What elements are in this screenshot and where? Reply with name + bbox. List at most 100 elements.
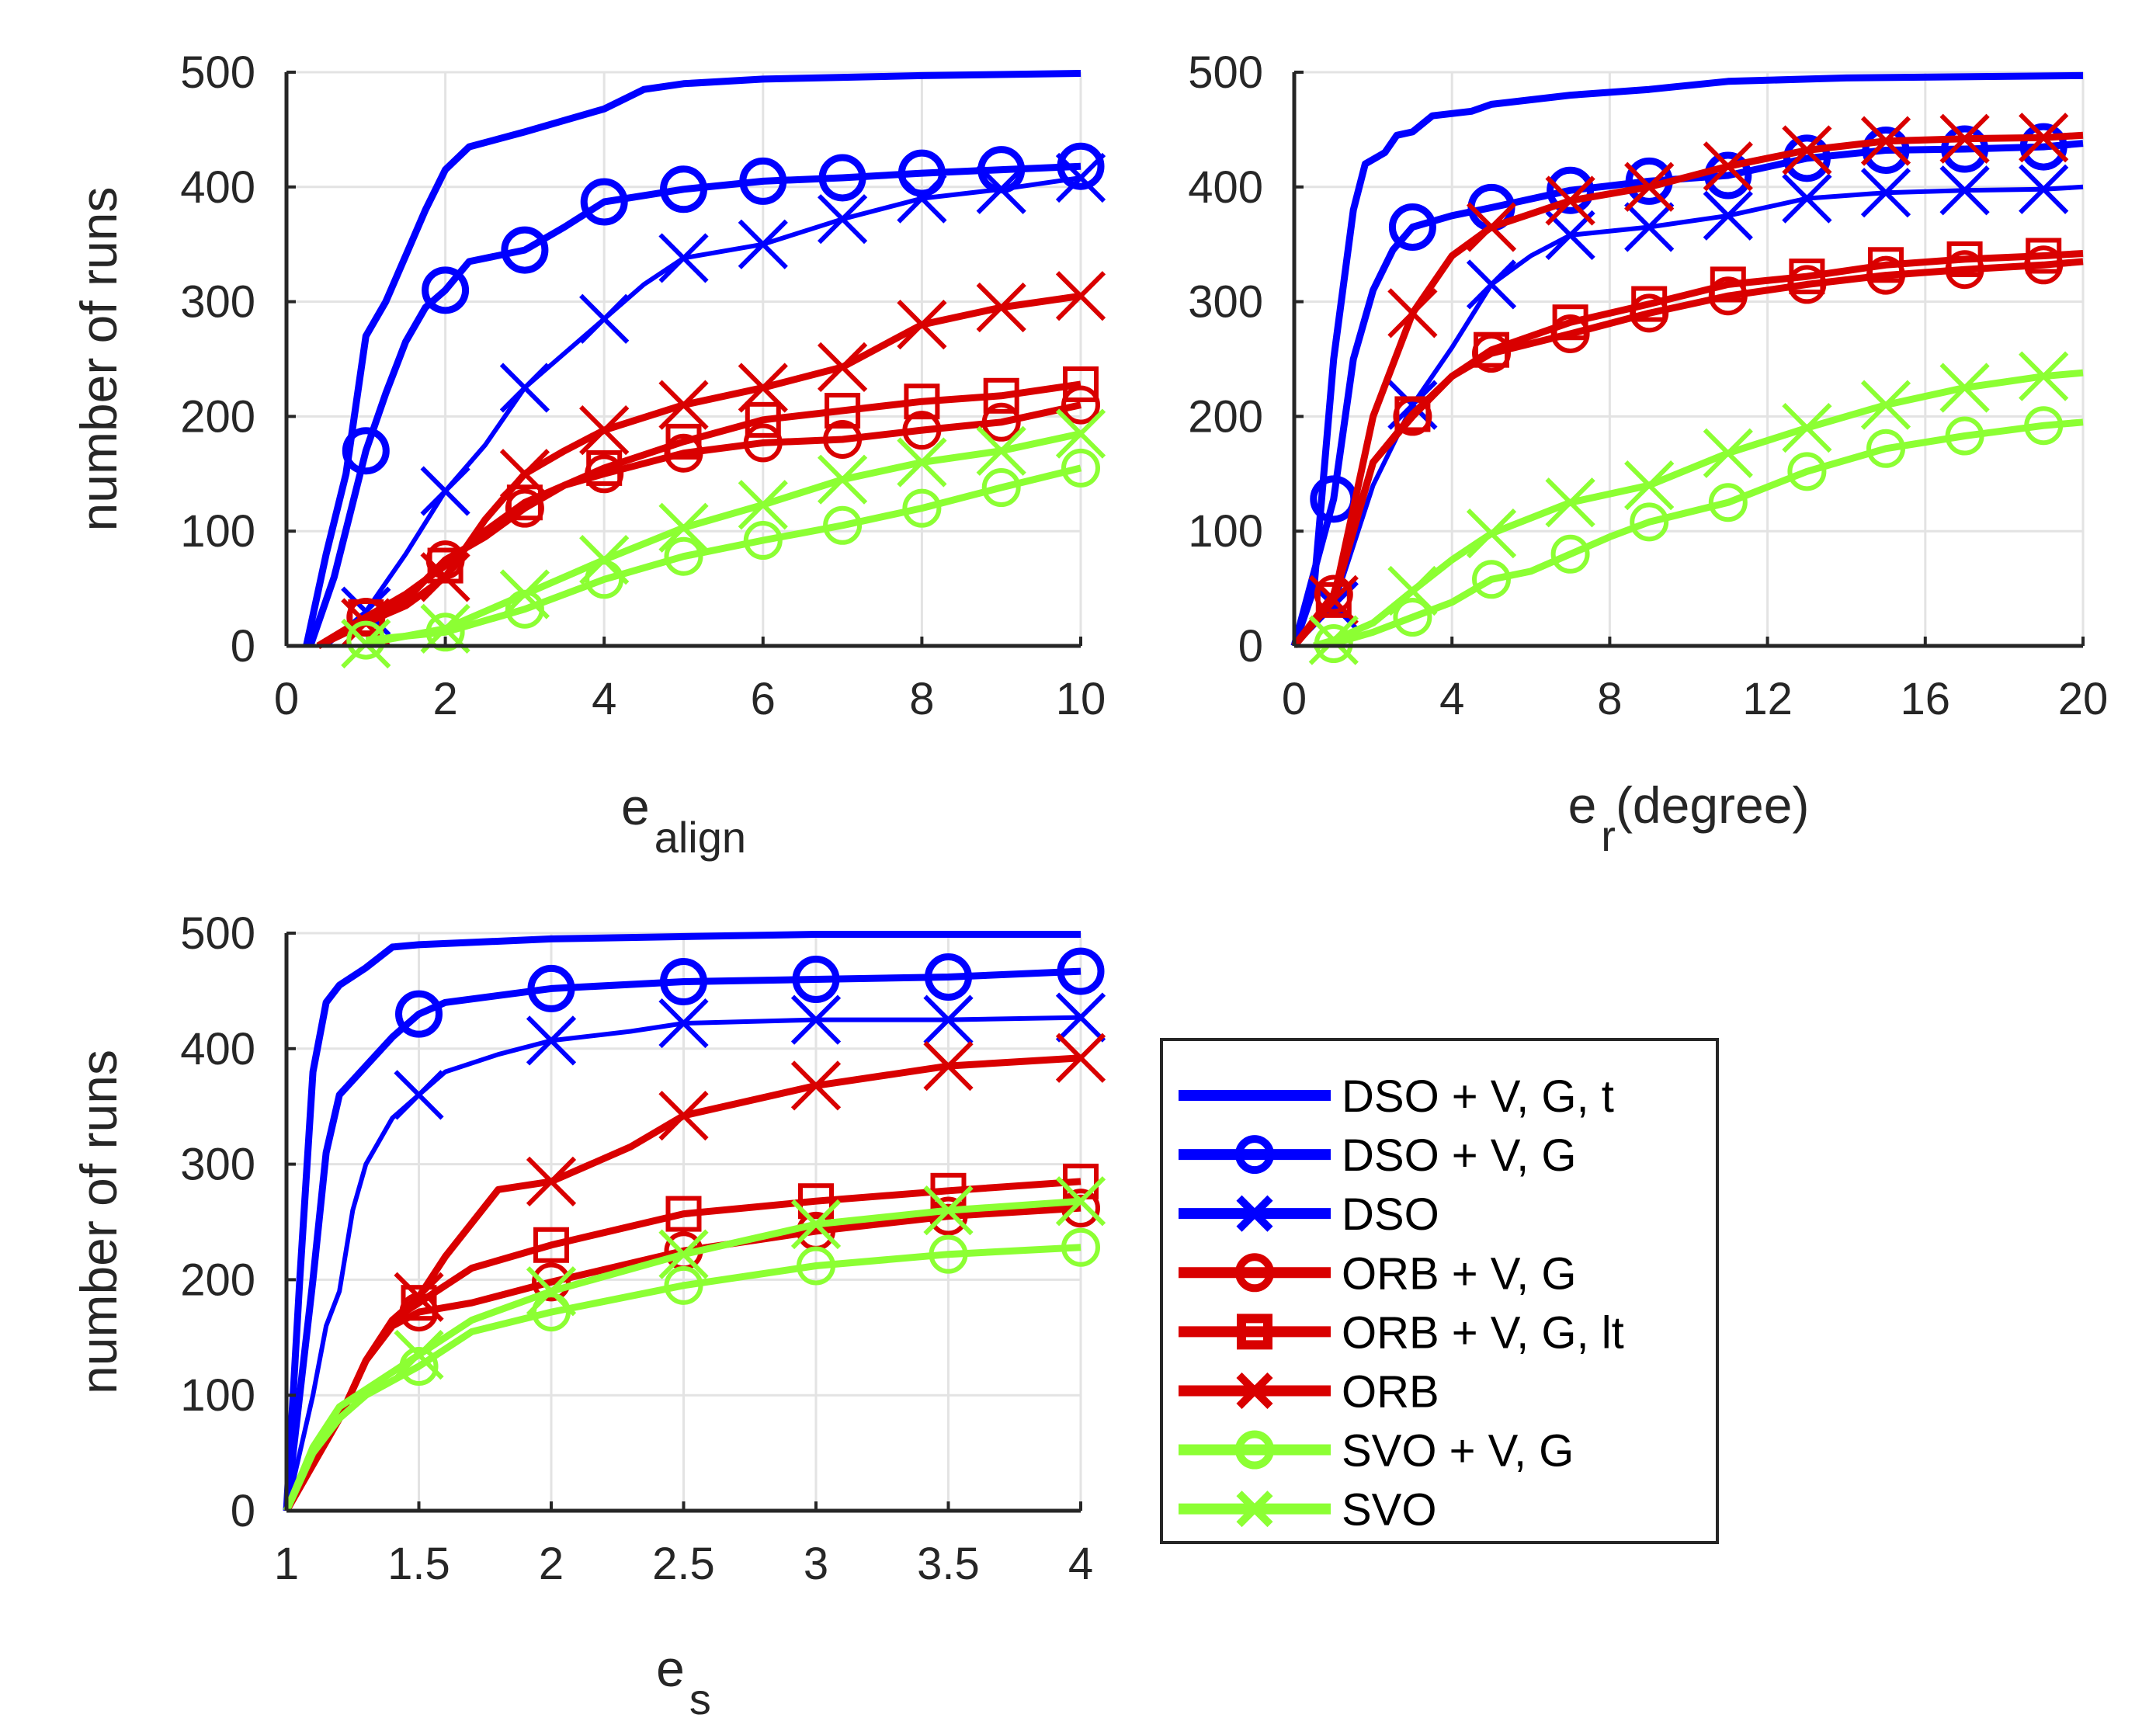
data-point-marker — [1703, 428, 1753, 478]
data-point-marker — [1939, 363, 1990, 413]
x-tick-label: 3 — [804, 1539, 828, 1589]
data-point-marker — [1545, 477, 1595, 528]
y-tick-label: 400 — [180, 1024, 255, 1074]
data-point-marker — [1862, 127, 1910, 175]
data-point-marker — [665, 1196, 702, 1232]
legend-marker-x-icon — [1236, 1491, 1273, 1528]
legend: DSO + V, G, t DSO + V, G DSO ORB + V, G ORB … — [1160, 1038, 1719, 1544]
x-tick-label: 2.5 — [652, 1539, 715, 1589]
legend-marker-x-icon — [1236, 1372, 1273, 1409]
x-tick-label: 20 — [2058, 674, 2109, 724]
data-point-marker — [579, 293, 630, 344]
data-point-marker — [817, 454, 868, 505]
x-axis-label: es — [656, 1640, 711, 1723]
data-point-marker — [1466, 259, 1517, 310]
legend-label: ORB + V, G — [1342, 1248, 1577, 1299]
data-point-marker — [579, 535, 630, 585]
legend-label: DSO + V, G — [1342, 1130, 1577, 1181]
y-tick-label: 200 — [180, 391, 255, 442]
data-point-marker — [797, 1246, 835, 1286]
data-point-marker — [1055, 1033, 1106, 1083]
data-point-marker — [2019, 164, 2069, 214]
y-tick-label: 200 — [180, 1255, 255, 1305]
x-axis-label: er(degree) — [1568, 776, 1810, 860]
plot-area — [1294, 72, 2083, 646]
x-tick-label: 16 — [1901, 674, 1951, 724]
series-dso-v-g — [1290, 123, 2084, 647]
legend-item: DSO + V, G — [1179, 1130, 1577, 1181]
data-point-marker — [1308, 574, 1359, 626]
data-point-marker — [825, 393, 861, 429]
y-tick-label: 500 — [1188, 47, 1263, 98]
data-point-marker — [790, 1060, 842, 1111]
data-point-marker — [1552, 304, 1588, 341]
data-point-marker — [902, 411, 942, 450]
data-point-marker — [664, 536, 703, 576]
legend-label: SVO — [1342, 1485, 1437, 1536]
series-svo — [283, 1176, 1106, 1512]
data-point-marker — [930, 1172, 967, 1209]
data-point-marker — [420, 552, 470, 602]
data-point-marker — [923, 994, 974, 1045]
data-point-marker — [1474, 331, 1509, 368]
series-line — [283, 1197, 1081, 1512]
data-point-marker — [394, 1329, 444, 1380]
data-point-marker — [665, 423, 702, 460]
legend-item: SVO + V, G — [1179, 1426, 1574, 1477]
series-line — [1291, 250, 2084, 648]
data-point-marker — [586, 449, 623, 486]
legend-label: ORB + V, G, lt — [1342, 1307, 1624, 1358]
legend-item: DSO + V, G, t — [1179, 1071, 1614, 1122]
data-point-marker — [1939, 113, 1990, 164]
data-point-marker — [499, 569, 550, 620]
data-point-marker — [394, 1272, 444, 1322]
data-point-marker — [1472, 560, 1511, 599]
data-point-marker — [976, 282, 1026, 333]
data-point-marker — [1388, 203, 1436, 252]
data-point-marker — [1057, 947, 1105, 995]
data-point-marker — [1945, 416, 1984, 456]
data-point-marker — [533, 1227, 569, 1263]
data-point-marker — [929, 1234, 968, 1274]
y-tick-label: 400 — [180, 162, 255, 213]
y-tick-label: 300 — [180, 1140, 255, 1190]
data-point-marker — [1624, 161, 1675, 212]
data-point-marker — [658, 233, 709, 283]
data-point-marker — [2024, 406, 2064, 446]
legend-marker-circle-icon — [1235, 1430, 1274, 1470]
data-point-marker — [1061, 1227, 1100, 1267]
data-point-marker — [422, 266, 470, 314]
data-point-marker — [501, 226, 549, 274]
data-point-marker — [738, 363, 788, 413]
data-point-marker — [1393, 598, 1432, 637]
data-point-marker — [817, 194, 868, 245]
data-point-marker — [790, 994, 842, 1045]
data-point-marker — [1547, 166, 1595, 214]
data-point-marker — [1866, 429, 1905, 468]
series-line — [283, 931, 1081, 1512]
legend-label: DSO — [1342, 1189, 1439, 1240]
legend-item: ORB + V, G, lt — [1179, 1307, 1624, 1358]
data-point-marker — [823, 505, 863, 545]
x-tick-label: 0 — [274, 674, 299, 724]
y-tick-label: 500 — [180, 908, 255, 959]
series-dso — [325, 152, 1106, 648]
data-point-marker — [923, 1040, 974, 1092]
data-point-marker — [499, 363, 550, 413]
x-tick-label: 4 — [1068, 1539, 1093, 1589]
data-point-marker — [1703, 190, 1753, 241]
data-point-marker — [658, 380, 709, 430]
data-point-marker — [818, 154, 866, 202]
series-line — [303, 70, 1081, 647]
series-line — [1313, 418, 2084, 650]
legend-marker-square-icon — [1237, 1314, 1272, 1350]
data-point-marker — [925, 953, 972, 1001]
legend-item: ORB — [1179, 1366, 1439, 1417]
data-point-marker — [1787, 452, 1827, 491]
data-point-marker — [1946, 241, 1983, 277]
x-tick-label: 6 — [751, 674, 776, 724]
data-point-marker — [976, 164, 1026, 214]
y-tick-label: 100 — [1188, 506, 1263, 557]
